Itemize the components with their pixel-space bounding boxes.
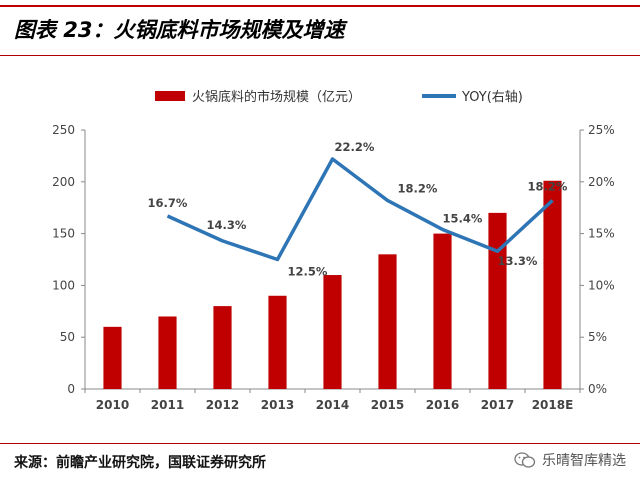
- left-tick-label: 200: [52, 175, 75, 189]
- bar-series: [103, 180, 562, 389]
- bar: [323, 275, 342, 389]
- yoy-line: [166, 157, 554, 262]
- x-tick-label: 2013: [261, 398, 294, 412]
- right-tick-label: 20%: [588, 175, 615, 189]
- left-tick-label: 100: [52, 278, 75, 292]
- left-tick-label: 50: [60, 330, 75, 344]
- title-rule: [0, 55, 640, 56]
- bottom-rule: [0, 443, 640, 444]
- yoy-data-label: 22.2%: [335, 140, 375, 154]
- bar: [158, 316, 177, 389]
- x-tick-label: 2010: [96, 398, 129, 412]
- yoy-data-label: 12.5%: [288, 265, 328, 279]
- yoy-data-label: 14.3%: [207, 218, 247, 232]
- axes: 0 50 100 150 200 250 0% 5% 10% 15% 20% 25% 2010 2011 2…: [52, 123, 615, 412]
- watermark: 乐晴智库精选: [514, 450, 626, 470]
- bar: [103, 326, 122, 389]
- right-tick-label: 15%: [588, 227, 615, 241]
- left-tick-label: 0: [67, 382, 75, 396]
- yoy-data-label: 18.2%: [398, 181, 438, 195]
- bar: [268, 295, 287, 389]
- x-tick-label: 2016: [426, 398, 459, 412]
- line-series: [166, 157, 554, 262]
- x-tick-label: 2011: [151, 398, 184, 412]
- legend-swatch-bar: [155, 91, 185, 101]
- right-tick-label: 5%: [588, 330, 607, 344]
- x-tick-label: 2017: [481, 398, 514, 412]
- right-tick-label: 10%: [588, 278, 615, 292]
- legend: 火锅底料的市场规模（亿元） YOY(右轴): [155, 89, 523, 105]
- bar: [488, 212, 507, 389]
- legend-label-bar: 火锅底料的市场规模（亿元）: [192, 89, 361, 105]
- legend-label-line: YOY(右轴): [461, 90, 523, 105]
- yoy-data-label: 18.2%: [528, 179, 568, 193]
- bar: [213, 306, 232, 389]
- left-tick-label: 250: [52, 123, 75, 137]
- data-labels: 16.7% 14.3% 12.5% 22.2% 18.2% 15.4% 13.3% 18.2%: [148, 140, 568, 278]
- right-tick-label: 25%: [588, 123, 615, 137]
- yoy-data-label: 13.3%: [498, 254, 538, 268]
- x-tick-label: 2015: [371, 398, 404, 412]
- x-tick-label: 2018E: [532, 398, 574, 412]
- figure-title: 图表 23：火锅底料市场规模及增速: [14, 18, 345, 42]
- wechat-icon: [514, 452, 536, 468]
- yoy-data-label: 15.4%: [443, 211, 483, 225]
- x-tick-label: 2012: [206, 398, 239, 412]
- yoy-data-label: 16.7%: [148, 196, 188, 210]
- watermark-text: 乐晴智库精选: [542, 453, 626, 469]
- bar: [378, 254, 397, 389]
- bar: [543, 180, 562, 389]
- top-rule: [0, 5, 640, 7]
- chart: 火锅底料的市场规模（亿元） YOY(右轴) 0 50 100 150 200 250 0% 5…: [52, 89, 615, 412]
- x-tick-label: 2014: [316, 398, 349, 412]
- right-tick-label: 0%: [588, 382, 607, 396]
- source-note: 来源：前瞻产业研究院，国联证券研究所: [14, 455, 266, 471]
- left-tick-label: 150: [52, 227, 75, 241]
- bar: [433, 233, 452, 389]
